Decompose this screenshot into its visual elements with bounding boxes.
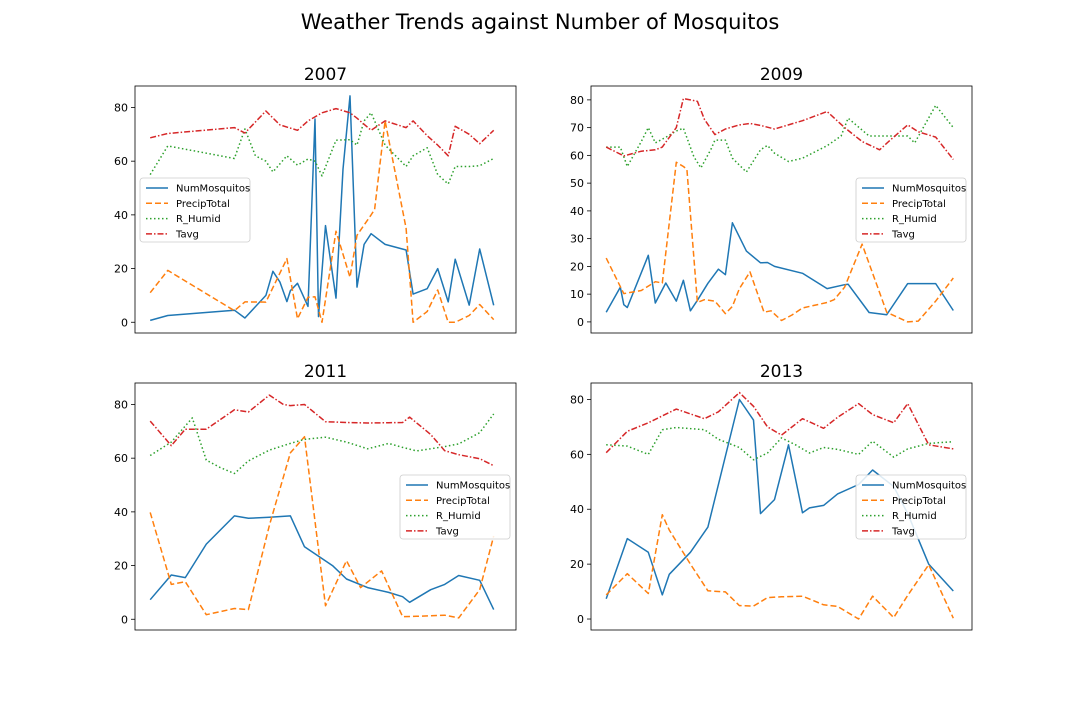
series-line-r-humid	[149, 413, 495, 475]
y-tick-label: 60	[114, 155, 128, 168]
figure-title: Weather Trends against Number of Mosquit…	[301, 10, 780, 34]
y-tick-label: 20	[114, 560, 128, 573]
plot-frame	[590, 382, 973, 631]
series-line-nummosquitos	[149, 95, 495, 322]
legend: NumMosquitos PrecipTotal R_Humid Tavg	[855, 177, 967, 243]
y-tick-label: 60	[570, 149, 584, 162]
legend-label-r-humid: R_Humid	[436, 511, 481, 522]
plot-frame	[134, 85, 517, 334]
plot-frame	[590, 85, 973, 334]
legend-label-tavg: Tavg	[175, 229, 199, 240]
subplot-2011: 2011 0 20 40 60 80 NumMosquitos PrecipTotal R_H…	[114, 362, 517, 631]
legend-label-preciptotal: PrecipTotal	[436, 496, 490, 507]
subplot-2007: 2007 0 20 40 60 80 NumMosquitos PrecipTotal R_H…	[114, 65, 517, 334]
legend-label-nummosquitos: NumMosquitos	[892, 184, 966, 195]
y-tick-label: 40	[570, 503, 584, 516]
y-tick-label: 0	[121, 316, 128, 329]
y-tick-label: 80	[570, 393, 584, 406]
subplot-2013: 2013 0 20 40 60 80 NumMosquitos PrecipTotal R_H…	[570, 362, 973, 631]
legend-label-r-humid: R_Humid	[176, 214, 221, 225]
legend-label-preciptotal: PrecipTotal	[892, 496, 946, 507]
y-tick-label: 50	[570, 177, 584, 190]
subplot-title: 2007	[304, 65, 347, 85]
legend-label-tavg: Tavg	[891, 229, 915, 240]
y-tick-label: 80	[114, 101, 128, 114]
y-tick-label: 20	[114, 263, 128, 276]
legend: NumMosquitos PrecipTotal R_Humid Tavg	[855, 474, 967, 540]
series-line-r-humid	[606, 104, 954, 173]
y-tick-label: 20	[570, 260, 584, 273]
legend-label-nummosquitos: NumMosquitos	[176, 184, 250, 195]
subplot-title: 2013	[760, 362, 803, 382]
series-line-tavg	[149, 394, 495, 467]
plot-frame	[134, 382, 517, 631]
series-line-preciptotal	[605, 513, 954, 620]
series-line-preciptotal	[149, 435, 495, 619]
legend: NumMosquitos PrecipTotal R_Humid Tavg	[139, 177, 251, 243]
legend-label-tavg: Tavg	[891, 526, 915, 537]
y-tick-label: 60	[570, 448, 584, 461]
y-tick-label: 40	[114, 506, 128, 519]
legend: NumMosquitos PrecipTotal R_Humid Tavg	[399, 474, 511, 540]
y-tick-label: 0	[577, 613, 584, 626]
subplot-2009: 2009 0 10 20 30 40 50 60 70 80 NumMosquitos Precip…	[570, 65, 973, 334]
series-line-r-humid	[606, 426, 954, 461]
series-line-tavg	[605, 391, 954, 454]
y-tick-label: 20	[570, 558, 584, 571]
series-line-preciptotal	[149, 120, 495, 324]
y-tick-label: 10	[570, 288, 584, 301]
legend-label-r-humid: R_Humid	[892, 214, 937, 225]
y-tick-label: 80	[114, 398, 128, 411]
legend-box	[139, 177, 251, 243]
series-line-r-humid	[149, 112, 495, 185]
series-line-nummosquitos	[149, 515, 495, 610]
legend-label-preciptotal: PrecipTotal	[176, 199, 230, 210]
legend-box	[855, 177, 967, 243]
y-tick-label: 0	[121, 613, 128, 626]
legend-label-tavg: Tavg	[435, 526, 459, 537]
y-tick-label: 0	[577, 316, 584, 329]
series-line-tavg	[605, 97, 954, 160]
legend-box	[399, 474, 511, 540]
y-tick-label: 40	[114, 209, 128, 222]
series-line-nummosquitos	[605, 222, 954, 316]
y-tick-label: 80	[570, 94, 584, 107]
legend-label-preciptotal: PrecipTotal	[892, 199, 946, 210]
legend-box	[855, 474, 967, 540]
series-line-tavg	[150, 107, 495, 157]
subplot-title: 2011	[304, 362, 347, 382]
subplot-title: 2009	[760, 65, 803, 85]
legend-label-nummosquitos: NumMosquitos	[892, 481, 966, 492]
y-tick-label: 60	[114, 452, 128, 465]
legend-label-nummosquitos: NumMosquitos	[436, 481, 510, 492]
y-tick-label: 70	[570, 122, 584, 135]
legend-label-r-humid: R_Humid	[892, 511, 937, 522]
y-tick-label: 40	[570, 205, 584, 218]
series-line-preciptotal	[605, 161, 954, 323]
y-tick-label: 30	[570, 233, 584, 246]
